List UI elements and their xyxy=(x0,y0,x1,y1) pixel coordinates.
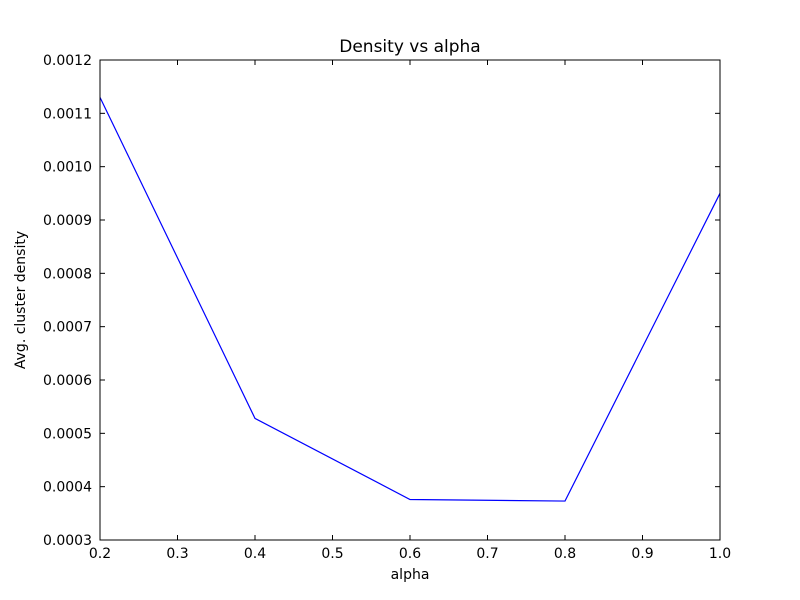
y-tick-label: 0.0009 xyxy=(43,213,92,229)
y-tick-label: 0.0003 xyxy=(43,533,92,549)
y-tick-label: 0.0005 xyxy=(43,426,92,442)
x-tick-label: 0.6 xyxy=(399,546,421,562)
x-tick-label: 0.4 xyxy=(244,546,266,562)
series-line xyxy=(99,97,721,502)
y-tick-label: 0.0011 xyxy=(43,106,92,122)
x-axis-label: alpha xyxy=(391,567,430,583)
plot-area-frame xyxy=(99,59,721,541)
x-tick-label: 0.8 xyxy=(554,546,576,562)
x-tick-label: 0.9 xyxy=(631,546,653,562)
y-tick-label: 0.0012 xyxy=(43,53,92,69)
axis-ticks: 0.2 0.3 0.4 0.5 0.6 0.7 0.8 0.9 1.0 0.0003 0.0004 0… xyxy=(43,53,731,562)
y-tick-label: 0.0008 xyxy=(43,266,92,282)
x-tick-label: 0.7 xyxy=(476,546,498,562)
y-tick-label: 0.0006 xyxy=(43,373,92,389)
y-tick-label: 0.0010 xyxy=(43,160,92,176)
x-tick-label: 1.0 xyxy=(709,546,731,562)
y-axis-label: Avg. cluster density xyxy=(13,231,29,369)
chart-title: Density vs alpha xyxy=(339,37,480,57)
x-tick-label: 0.5 xyxy=(321,546,343,562)
x-tick-label: 0.3 xyxy=(166,546,188,562)
x-tick-label: 0.2 xyxy=(89,546,111,562)
series-group xyxy=(99,97,721,502)
y-tick-label: 0.0004 xyxy=(43,480,92,496)
y-tick-label: 0.0007 xyxy=(43,320,92,336)
